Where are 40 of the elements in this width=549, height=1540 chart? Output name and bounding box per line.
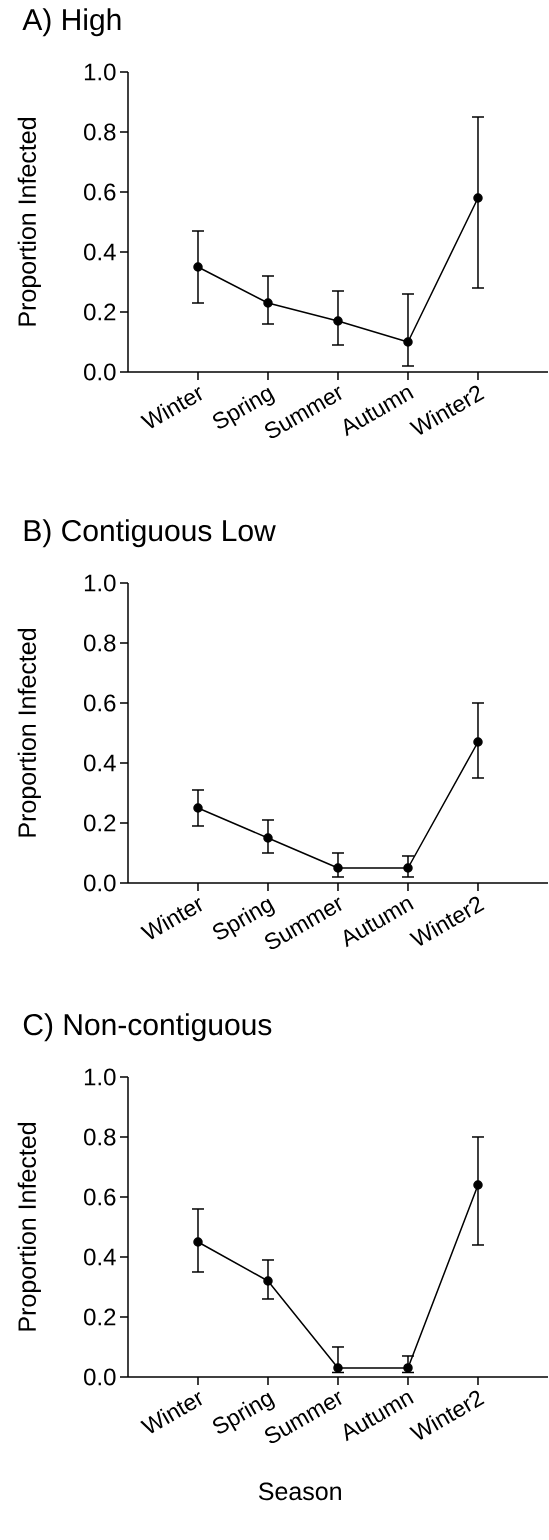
y-tick-label: 0.8 — [84, 1128, 116, 1146]
y-tick-label: 0.0 — [84, 1368, 116, 1386]
y-tick-label: 0.0 — [84, 874, 116, 892]
y-tick-label: 0.4 — [84, 754, 116, 772]
y-tick-label: 1.0 — [85, 63, 116, 81]
point — [473, 1180, 483, 1190]
chart-title: A) High — [22, 8, 121, 37]
y-tick-label: 0.2 — [84, 814, 116, 832]
point — [263, 298, 273, 308]
y-tick-label: 0.8 — [84, 123, 116, 141]
y-tick-label: 0.6 — [84, 1188, 116, 1206]
point — [263, 1276, 273, 1286]
point — [333, 1363, 343, 1373]
y-tick-label: 0.6 — [84, 183, 116, 201]
chart-title: C) Non-contiguous — [23, 1013, 272, 1042]
point — [403, 337, 413, 347]
point — [473, 193, 483, 203]
x-axis-title: Season — [259, 1482, 342, 1501]
point — [473, 737, 483, 747]
y-tick-label: 0.4 — [84, 243, 116, 261]
point — [333, 863, 343, 873]
y-tick-label: 0.0 — [84, 363, 116, 381]
y-tick-label: 0.2 — [84, 303, 116, 321]
point — [193, 1237, 203, 1247]
y-axis-title: Proportion Infected — [17, 1123, 42, 1331]
y-tick-label: 0.6 — [84, 694, 116, 712]
point — [333, 316, 343, 326]
point — [403, 1363, 413, 1373]
point — [403, 863, 413, 873]
y-tick-label: 0.2 — [84, 1308, 116, 1326]
point — [193, 803, 203, 813]
y-axis-title: Proportion Infected — [17, 629, 42, 837]
y-tick-label: 0.8 — [84, 634, 116, 652]
y-axis-title: Proportion Infected — [17, 118, 42, 326]
y-tick-label: 1.0 — [85, 574, 116, 592]
point — [263, 833, 273, 843]
point — [193, 262, 203, 272]
chart-title: B) Contiguous Low — [24, 519, 276, 548]
y-tick-label: 0.4 — [84, 1248, 116, 1266]
y-tick-label: 1.0 — [85, 1068, 116, 1086]
